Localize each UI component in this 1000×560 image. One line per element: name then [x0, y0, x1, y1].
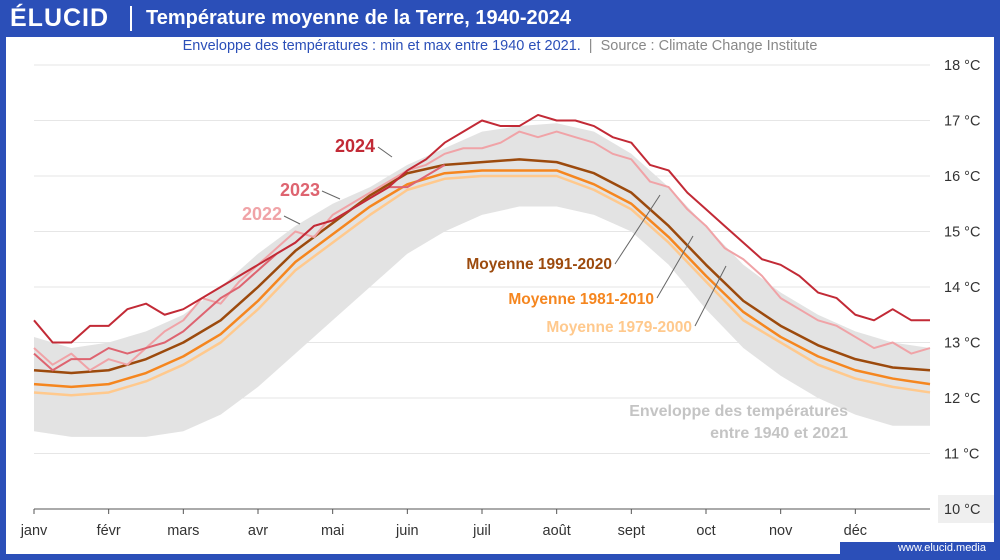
series-label-moyenne-1991-2020: Moyenne 1991-2020	[466, 256, 612, 273]
ytick-label: 13 °C	[944, 336, 980, 352]
series-line-2024	[33, 113, 930, 344]
xtick-label: oct	[696, 523, 715, 539]
label-leader-line	[377, 146, 393, 158]
ytick-label: 16 °C	[944, 169, 980, 185]
source-text: Source : Climate Change Institute	[600, 38, 818, 54]
label-leader-line	[283, 215, 301, 225]
label-leader-line	[656, 235, 694, 299]
xtick-label: juil	[472, 523, 491, 539]
envelope-label-line1: Enveloppe des températures	[629, 403, 848, 420]
series-label-2022: 2022	[242, 204, 282, 224]
header-bar: ÉLUCID Température moyenne de la Terre, …	[0, 0, 1000, 37]
envelope-label-line2: entre 1940 et 2021	[710, 425, 848, 442]
envelope-area	[34, 123, 930, 437]
ytick-label: 15 °C	[944, 225, 980, 241]
xtick-label: avr	[248, 523, 268, 539]
chart-title: Température moyenne de la Terre, 1940-20…	[146, 7, 572, 29]
xtick-label: août	[543, 523, 571, 539]
xtick-label: nov	[769, 523, 793, 539]
xtick-label: janv	[20, 523, 48, 539]
xtick-label: mai	[321, 523, 344, 539]
series-line-2022	[33, 130, 931, 372]
footer-url[interactable]: www.elucid.media	[897, 542, 986, 554]
header-divider	[130, 6, 132, 31]
ytick-label: 12 °C	[944, 391, 980, 407]
xtick-label: sept	[618, 523, 645, 539]
series-line-moyenne-1981-2010	[33, 169, 931, 389]
brand-logo: ÉLUCID	[10, 4, 110, 32]
xtick-label: déc	[844, 523, 867, 539]
ytick-label: 10 °C	[944, 502, 980, 518]
series-line-moyenne-1979-2000	[33, 174, 931, 397]
ytick-label: 11 °C	[944, 447, 979, 463]
subtitle-separator: |	[588, 38, 593, 54]
xtick-label: mars	[167, 523, 199, 539]
label-leader-line	[614, 194, 661, 265]
series-label-2023: 2023	[280, 180, 320, 200]
xtick-label: févr	[97, 523, 121, 539]
ytick-label: 17 °C	[944, 114, 980, 130]
chart-subtitle: Enveloppe des températures : min et max …	[0, 38, 1000, 54]
ytick-label: 14 °C	[944, 280, 980, 296]
ytick-bg	[938, 495, 998, 523]
label-leader-line	[694, 265, 727, 327]
subtitle-text: Enveloppe des températures : min et max …	[182, 38, 581, 54]
series-label-moyenne-1981-2010: Moyenne 1981-2010	[508, 291, 654, 308]
label-leader-line	[321, 190, 341, 200]
series-label-2024: 2024	[335, 136, 375, 156]
ytick-label: 18 °C	[944, 58, 980, 74]
series-line-moyenne-1991-2020	[33, 158, 931, 375]
series-label-moyenne-1979-2000: Moyenne 1979-2000	[546, 319, 692, 336]
xtick-label: juin	[395, 523, 419, 539]
